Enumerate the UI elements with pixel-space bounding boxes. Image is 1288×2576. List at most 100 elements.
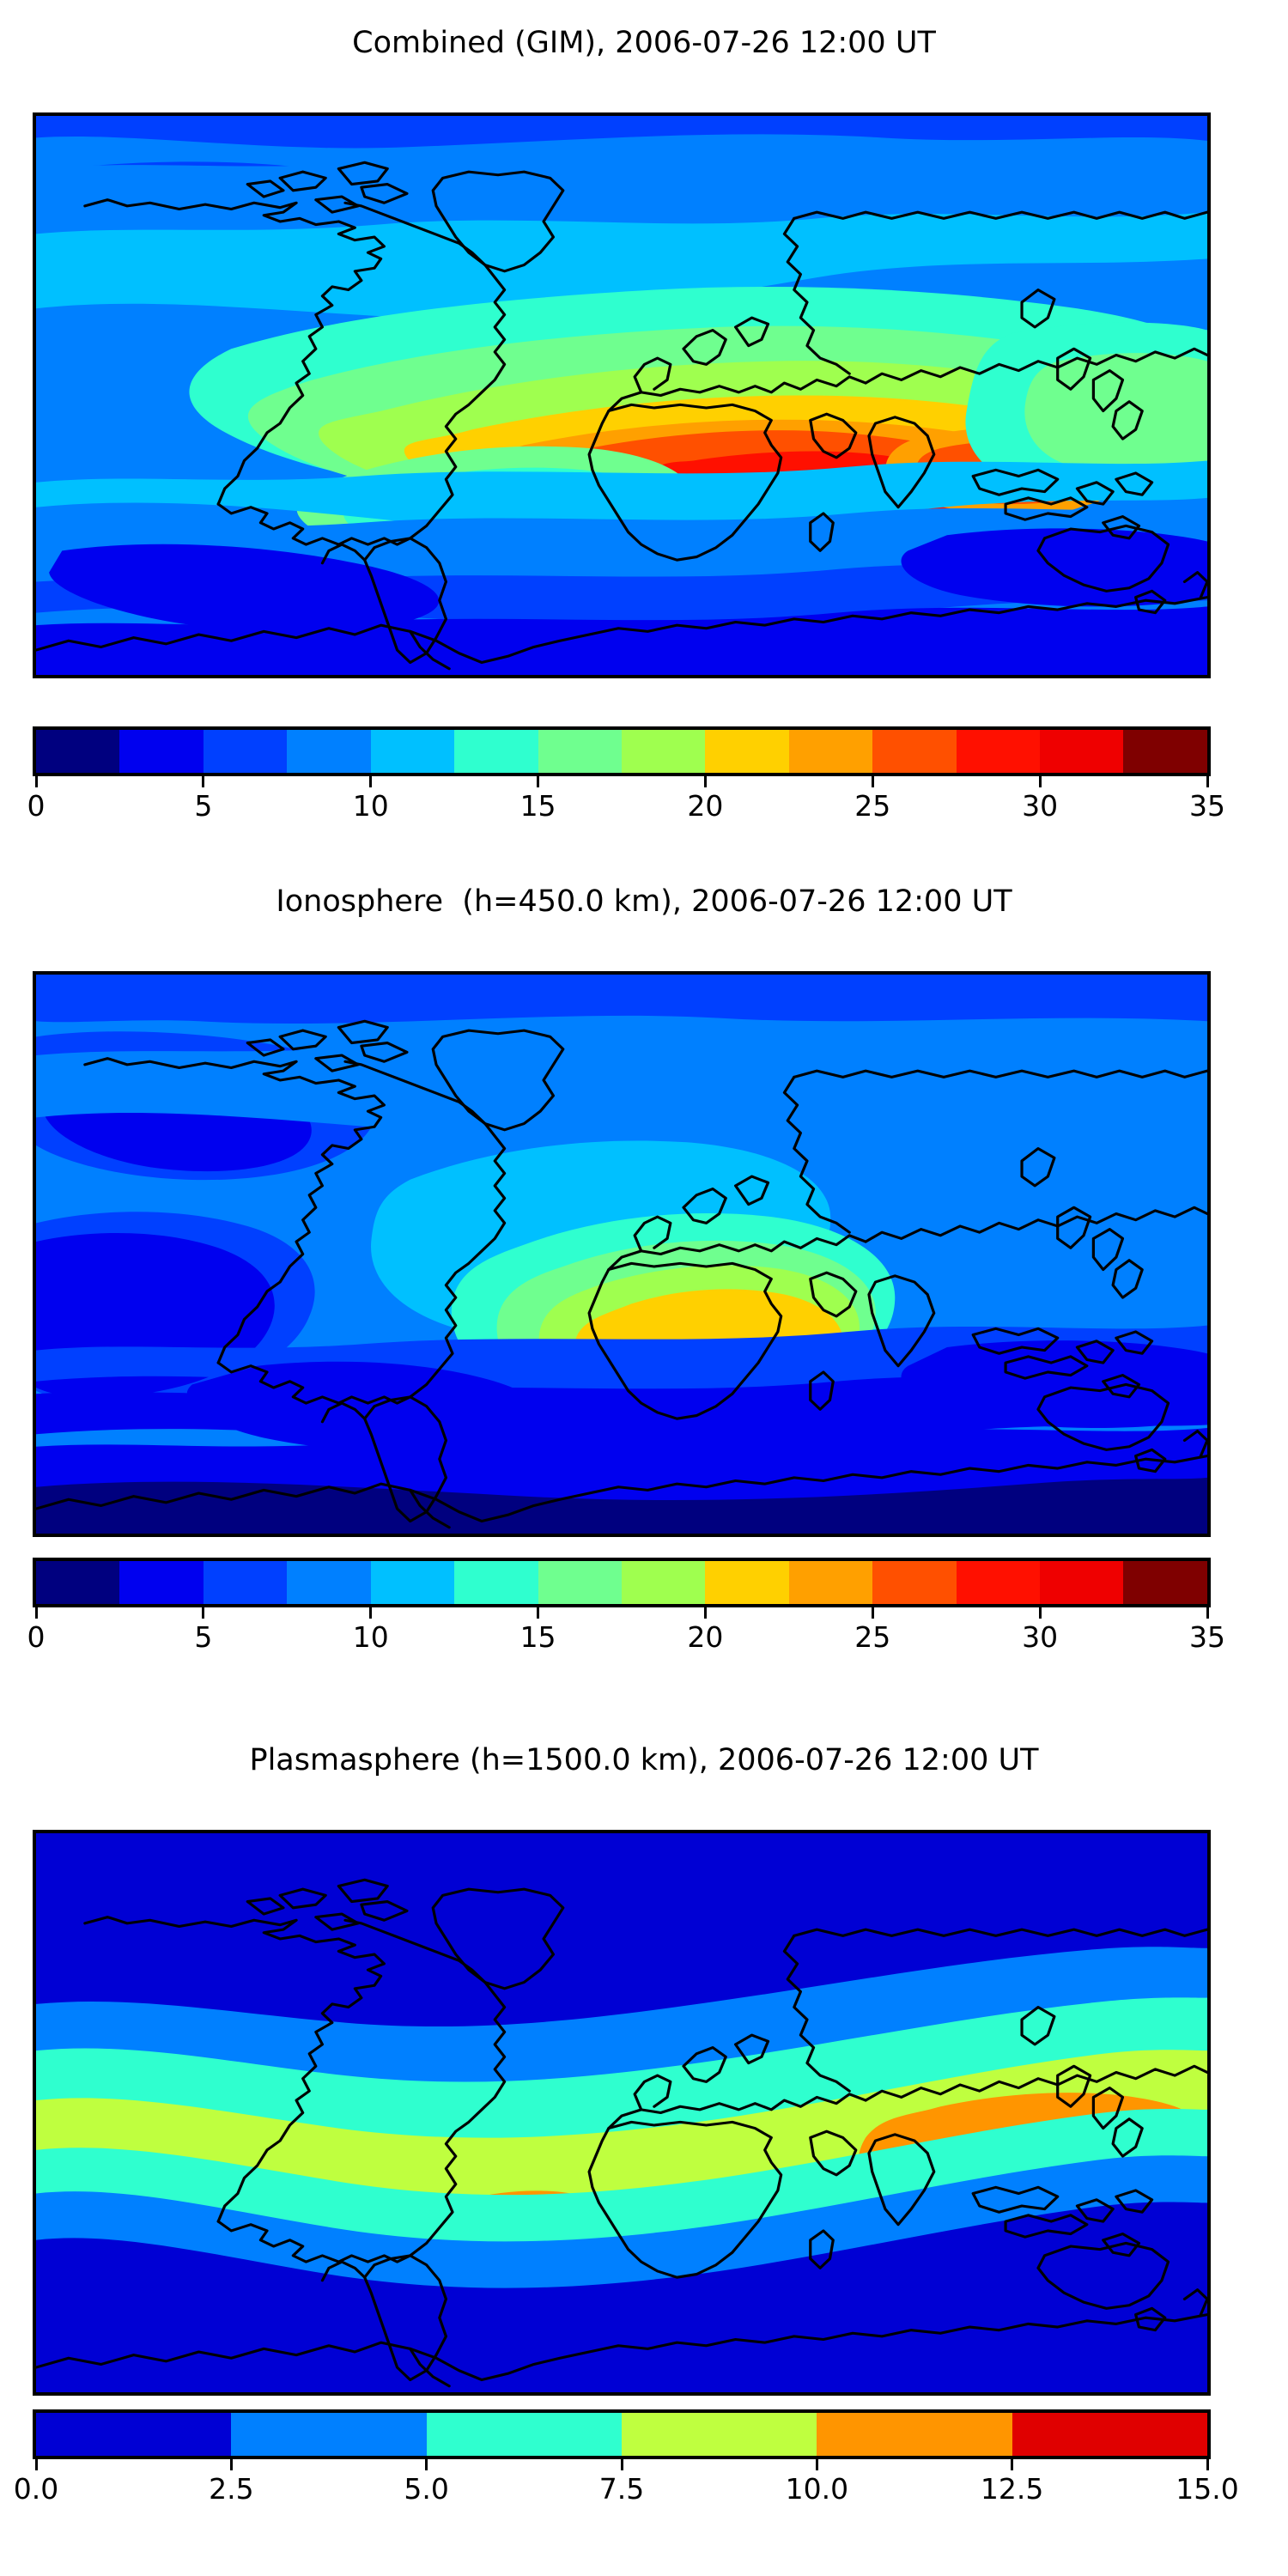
colorbar-band-3	[287, 730, 371, 773]
colorbar-tick	[202, 1607, 205, 1619]
colorbar-ionosphere-450km	[33, 1558, 1211, 1607]
colorbar-tick	[229, 2459, 233, 2470]
colorbar-band-11	[956, 1561, 1041, 1604]
colorbar-tick	[34, 776, 38, 787]
contour-fills	[36, 116, 1207, 675]
colorbar-band-9	[788, 730, 873, 773]
contour-map-plasmasphere-1500km	[36, 1833, 1207, 2392]
colorbar-tick	[537, 1607, 540, 1619]
colorbar-tick	[1206, 2459, 1209, 2470]
panel-combined-gim: Combined (GIM), 2006-07-26 12:00 UT	[0, 0, 1288, 859]
colorbar-tick-label: 25	[854, 1620, 891, 1654]
colorbar-band-5	[454, 730, 538, 773]
colorbar-tick	[1038, 776, 1042, 787]
colorbar-band-10	[872, 730, 957, 773]
colorbar-tick-label: 10	[352, 789, 389, 823]
colorbar-axis-ionosphere-450km: 0 5 10 15 20 25 30 35	[27, 1607, 1225, 1659]
colorbar-tick-label: 35	[1189, 789, 1225, 823]
colorbar-band-1	[119, 1561, 204, 1604]
colorbar-tick-label: 15	[519, 1620, 556, 1654]
colorbar-band-11	[956, 730, 1041, 773]
colorbar-band-6	[538, 730, 622, 773]
colorbar-tick-label: 30	[1022, 789, 1059, 823]
colorbar-tick	[369, 776, 373, 787]
colorbar-band-13	[1123, 730, 1207, 773]
colorbar-tick	[425, 2459, 428, 2470]
colorbar-axis-plasmasphere-1500km: 0.0 2.5 5.0 7.5 10.0 12.5 15.0	[14, 2459, 1239, 2511]
contour-map-combined-gim	[36, 116, 1207, 675]
colorbar-tick-label: 12.5	[980, 2472, 1044, 2506]
colorbar-band-7	[621, 1561, 706, 1604]
map-axes-plasmasphere-1500km	[33, 1830, 1211, 2396]
colorbar-tick	[202, 776, 205, 787]
colorbar-tick-label: 5	[194, 1620, 213, 1654]
colorbar-tick-label: 20	[687, 789, 724, 823]
panel-title: Plasmasphere (h=1500.0 km), 2006-07-26 1…	[249, 1743, 1039, 1777]
colorbar-combined-gim	[33, 726, 1211, 776]
colorbar-band-8	[705, 730, 789, 773]
colorbar-tick-label: 7.5	[598, 2472, 645, 2506]
contour-fills	[36, 1833, 1207, 2392]
colorbar-band-1	[231, 2413, 427, 2456]
colorbar-tick	[620, 2459, 623, 2470]
colorbar-tick	[815, 2459, 818, 2470]
colorbar-tick	[1206, 776, 1209, 787]
colorbar-tick-label: 0.0	[13, 2472, 59, 2506]
colorbar-band-3	[287, 1561, 371, 1604]
coastlines	[36, 1019, 1207, 1529]
colorbar-tick	[1206, 1607, 1209, 1619]
colorbar-band-2	[426, 2413, 622, 2456]
colorbar-tick	[34, 1607, 38, 1619]
colorbar-tick	[1038, 1607, 1042, 1619]
colorbar-tick-label: 10	[352, 1620, 389, 1654]
panel-plasmasphere-1500km: Plasmasphere (h=1500.0 km), 2006-07-26 1…	[0, 1717, 1288, 2576]
colorbar-band-4	[370, 1561, 455, 1604]
colorbar-tick-label: 0	[27, 1620, 46, 1654]
colorbar-tick	[537, 776, 540, 787]
colorbar-axis-combined-gim: 0 5 10 15 20 25 30 35	[27, 776, 1225, 828]
colorbar-band-9	[788, 1561, 873, 1604]
colorbar-tick-label: 30	[1022, 1620, 1059, 1654]
colorbar-band-13	[1123, 1561, 1207, 1604]
coastlines	[36, 161, 1207, 671]
colorbar-tick-label: 25	[854, 789, 891, 823]
colorbar-tick-label: 10.0	[785, 2472, 849, 2506]
colorbar-band-8	[705, 1561, 789, 1604]
colorbar-band-7	[621, 730, 706, 773]
colorbar-band-5	[1012, 2413, 1207, 2456]
colorbar-tick-label: 5	[194, 789, 213, 823]
contour-fills	[36, 975, 1207, 1534]
colorbar-band-6	[538, 1561, 622, 1604]
colorbar-plasmasphere-1500km	[33, 2409, 1211, 2459]
colorbar-tick	[871, 1607, 874, 1619]
colorbar-band-12	[1040, 730, 1124, 773]
colorbar-tick	[34, 2459, 38, 2470]
panel-title: Combined (GIM), 2006-07-26 12:00 UT	[352, 26, 936, 60]
panel-title: Ionosphere (h=450.0 km), 2006-07-26 12:0…	[276, 884, 1012, 919]
colorbar-band-2	[203, 1561, 288, 1604]
colorbar-tick	[369, 1607, 373, 1619]
colorbar-band-3	[621, 2413, 817, 2456]
colorbar-band-0	[36, 730, 120, 773]
colorbar-tick-label: 15.0	[1176, 2472, 1239, 2506]
map-axes-ionosphere-450km	[33, 971, 1211, 1537]
map-axes-combined-gim	[33, 112, 1211, 678]
colorbar-band-12	[1040, 1561, 1124, 1604]
colorbar-tick	[1011, 2459, 1014, 2470]
colorbar-band-2	[203, 730, 288, 773]
colorbar-band-0	[36, 1561, 120, 1604]
colorbar-band-1	[119, 730, 204, 773]
colorbar-band-0	[36, 2413, 232, 2456]
colorbar-tick	[871, 776, 874, 787]
contour-map-ionosphere-450km	[36, 975, 1207, 1534]
colorbar-band-5	[454, 1561, 538, 1604]
colorbar-band-10	[872, 1561, 957, 1604]
colorbar-tick-label: 2.5	[209, 2472, 254, 2506]
panel-ionosphere-450km: Ionosphere (h=450.0 km), 2006-07-26 12:0…	[0, 859, 1288, 1717]
colorbar-band-4	[817, 2413, 1012, 2456]
colorbar-tick	[703, 1607, 707, 1619]
colorbar-tick-label: 0	[27, 789, 46, 823]
colorbar-tick-label: 5.0	[404, 2472, 449, 2506]
colorbar-band-4	[370, 730, 455, 773]
